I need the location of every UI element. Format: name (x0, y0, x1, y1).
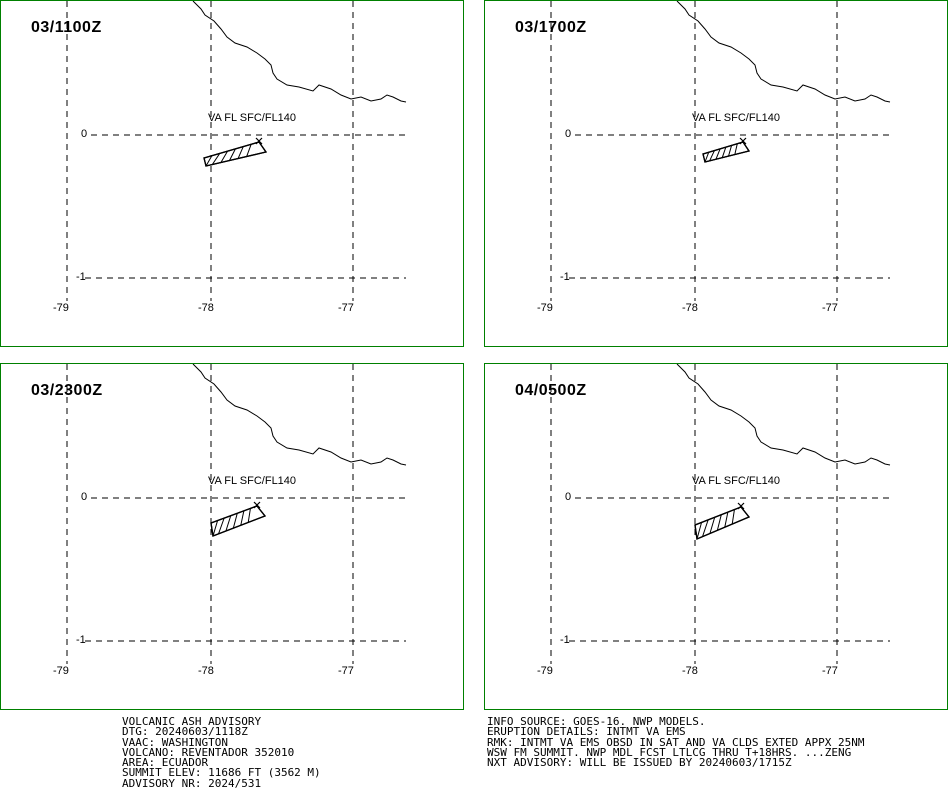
forecast-time: 03/1100Z (31, 19, 102, 36)
advisory-line: AREA: ECUADOR (122, 756, 209, 770)
latitude-label: -1 (76, 271, 86, 283)
map-canvas (550, 364, 891, 664)
advisory-info-right: INFO SOURCE: GOES-16. NWP MODELS. ERUPTIO… (487, 715, 865, 770)
ash-cloud-label: VA FL SFC/FL140 (692, 112, 781, 124)
latitude-label: -1 (560, 634, 570, 646)
map-canvas (550, 1, 891, 301)
ash-cloud-label: VA FL SFC/FL140 (208, 475, 297, 487)
forecast-panel-3: 03/2300Z VA FL SFC/FL140 0 -1 -79 -78 -7… (0, 363, 464, 710)
longitude-label: -77 (822, 665, 838, 677)
ash-cloud-label: VA FL SFC/FL140 (208, 112, 297, 124)
ash-cloud-polygon (694, 506, 751, 540)
latitude-label: -1 (76, 634, 86, 646)
longitude-label: -79 (537, 302, 553, 314)
ash-cloud-polygon (203, 141, 268, 167)
forecast-panel-2: 03/1700Z VA FL SFC/FL140 0 -1 -79 -78 -7… (484, 0, 948, 347)
latitude-label: 0 (81, 491, 88, 503)
lat-lon-grid (550, 364, 890, 664)
advisory-line: ERUPTION DETAILS: INTMT VA EMS (487, 725, 686, 739)
advisory-line: RMK: INTMT VA EMS OBSD IN SAT AND VA CLD… (487, 735, 865, 749)
longitude-label: -79 (537, 665, 553, 677)
advisory-line: NXT ADVISORY: WILL BE ISSUED BY 20240603… (487, 756, 792, 770)
ash-cloud-label: VA FL SFC/FL140 (692, 475, 781, 487)
volcano-marker-icon (737, 502, 745, 510)
forecast-panel-4: 04/0500Z VA FL SFC/FL140 0 -1 -79 -78 -7… (484, 363, 948, 710)
coastline (676, 364, 891, 466)
longitude-label: -79 (53, 302, 69, 314)
latitude-label: 0 (565, 491, 572, 503)
longitude-label: -78 (682, 302, 698, 314)
advisory-line: INFO SOURCE: GOES-16. NWP MODELS. (487, 715, 706, 728)
advisory-info-left: VOLCANIC ASH ADVISORY DTG: 20240603/1118Z… (122, 715, 321, 790)
latitude-label: 0 (81, 128, 88, 140)
longitude-label: -78 (198, 302, 214, 314)
forecast-time: 03/1700Z (515, 19, 587, 36)
coastline (676, 1, 891, 103)
volcano-marker-icon (739, 137, 747, 145)
coastline (192, 1, 407, 103)
lat-lon-grid (66, 1, 406, 301)
ash-cloud-polygon (210, 505, 267, 537)
longitude-label: -78 (682, 665, 698, 677)
advisory-line: DTG: 20240603/1118Z (122, 725, 248, 739)
advisory-line: ADVISORY NR: 2024/531 (122, 776, 262, 790)
map-canvas (66, 364, 407, 664)
map-canvas (66, 1, 407, 301)
longitude-label: -77 (338, 302, 354, 314)
advisory-line: SUMMIT ELEV: 11686 FT (3562 M) (122, 766, 321, 780)
forecast-panel-1: 03/1100Z VA FL SFC/FL140 0 -1 -79 -78 -7… (0, 0, 464, 347)
forecast-time: 04/0500Z (515, 382, 587, 399)
longitude-label: -78 (198, 665, 214, 677)
ash-cloud-polygon (702, 141, 751, 163)
volcano-marker-icon (253, 501, 261, 509)
advisory-line: VAAC: WASHINGTON (122, 735, 228, 749)
lat-lon-grid (550, 1, 890, 301)
advisory-line: VOLCANIC ASH ADVISORY (122, 715, 262, 728)
forecast-time: 03/2300Z (31, 382, 103, 399)
volcano-marker-icon (255, 137, 263, 145)
lat-lon-grid (66, 364, 406, 664)
latitude-label: 0 (565, 128, 572, 140)
latitude-label: -1 (560, 271, 570, 283)
longitude-label: -77 (822, 302, 838, 314)
advisory-line: VOLCANO: REVENTADOR 352010 (122, 745, 295, 759)
longitude-label: -79 (53, 665, 69, 677)
advisory-line: WSW FM SUMMIT. NWP MDL FCST LTLCG THRU T… (487, 745, 852, 759)
longitude-label: -77 (338, 665, 354, 677)
coastline (192, 364, 407, 466)
